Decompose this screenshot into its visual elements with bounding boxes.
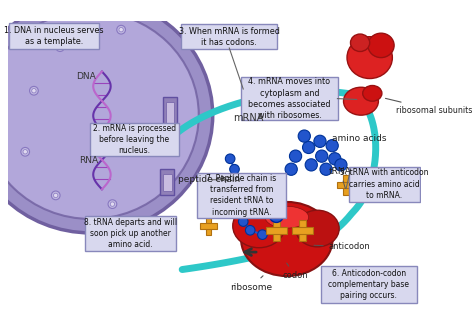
FancyBboxPatch shape <box>85 216 176 251</box>
Bar <box>337 182 356 188</box>
Circle shape <box>302 141 315 154</box>
Circle shape <box>230 164 239 174</box>
Circle shape <box>58 45 62 49</box>
Circle shape <box>285 163 297 175</box>
Text: anticodon: anticodon <box>314 242 371 252</box>
Bar <box>299 220 306 241</box>
Circle shape <box>228 196 237 205</box>
Circle shape <box>117 25 126 34</box>
Circle shape <box>51 191 60 200</box>
Circle shape <box>54 193 58 197</box>
Circle shape <box>234 206 244 216</box>
Circle shape <box>305 159 318 171</box>
Text: tRNA: tRNA <box>328 167 351 188</box>
Bar <box>163 97 177 128</box>
Text: 7. Peptide chain is
transferred from
resident tRNA to
incoming tRNA.: 7. Peptide chain is transferred from res… <box>206 174 277 216</box>
Ellipse shape <box>350 34 370 51</box>
Circle shape <box>326 140 338 152</box>
Text: RNA: RNA <box>79 156 99 165</box>
Text: 6. Anticodon-codon
complementary base
pairing occurs.: 6. Anticodon-codon complementary base pa… <box>328 269 410 300</box>
Circle shape <box>257 230 267 239</box>
Text: 5. tRNA with anticodon
carries amino acid
to mRNA.: 5. tRNA with anticodon carries amino aci… <box>340 169 429 200</box>
Text: DNA: DNA <box>76 72 96 81</box>
Circle shape <box>225 154 235 164</box>
Circle shape <box>314 135 326 147</box>
Circle shape <box>56 43 64 51</box>
Circle shape <box>29 86 38 95</box>
Bar <box>206 217 211 235</box>
FancyBboxPatch shape <box>241 77 338 120</box>
Circle shape <box>230 185 239 195</box>
Circle shape <box>108 200 117 209</box>
Bar <box>343 175 349 195</box>
Bar <box>273 220 280 241</box>
Text: 3. When mRNA is formed
it has codons.: 3. When mRNA is formed it has codons. <box>179 27 280 47</box>
Bar <box>266 227 287 234</box>
Ellipse shape <box>296 210 339 247</box>
Circle shape <box>335 159 347 171</box>
FancyBboxPatch shape <box>349 167 420 201</box>
Bar <box>160 169 174 195</box>
Ellipse shape <box>265 206 309 228</box>
Circle shape <box>316 150 328 162</box>
Ellipse shape <box>241 202 333 276</box>
Text: codon: codon <box>283 263 308 280</box>
Circle shape <box>110 202 115 206</box>
Circle shape <box>23 150 27 154</box>
FancyBboxPatch shape <box>9 23 100 49</box>
Circle shape <box>32 89 36 93</box>
Circle shape <box>320 163 332 175</box>
Text: mRNA: mRNA <box>233 113 263 123</box>
Bar <box>163 174 172 191</box>
Circle shape <box>21 147 29 156</box>
Circle shape <box>290 150 301 162</box>
Circle shape <box>269 209 283 222</box>
Ellipse shape <box>347 37 392 78</box>
Ellipse shape <box>233 204 285 248</box>
Ellipse shape <box>0 0 213 233</box>
Text: 1. DNA in nucleus serves
as a template.: 1. DNA in nucleus serves as a template. <box>4 26 104 46</box>
Circle shape <box>225 175 235 184</box>
Bar <box>200 223 217 229</box>
Circle shape <box>298 130 310 142</box>
FancyBboxPatch shape <box>321 266 417 303</box>
Text: ribosome: ribosome <box>230 276 272 292</box>
Text: peptide chain: peptide chain <box>178 175 240 184</box>
Circle shape <box>119 28 123 32</box>
Circle shape <box>238 217 248 226</box>
Ellipse shape <box>368 33 394 58</box>
Bar <box>165 102 174 123</box>
Text: 4. mRNA moves into
cytoplasm and
becomes associated
with ribosomes.: 4. mRNA moves into cytoplasm and becomes… <box>248 77 331 120</box>
Text: amino acids: amino acids <box>332 134 387 143</box>
Bar <box>292 227 313 234</box>
FancyBboxPatch shape <box>90 123 179 156</box>
Circle shape <box>328 153 341 165</box>
FancyBboxPatch shape <box>197 173 286 218</box>
Text: 8. tRNA departs and will
soon pick up another
amino acid.: 8. tRNA departs and will soon pick up an… <box>84 218 177 249</box>
Text: ribosomal subunits: ribosomal subunits <box>385 98 472 114</box>
Ellipse shape <box>0 11 199 219</box>
Text: 2. mRNA is processed
before leaving the
nucleus.: 2. mRNA is processed before leaving the … <box>92 124 176 155</box>
Ellipse shape <box>344 87 378 115</box>
FancyBboxPatch shape <box>182 25 277 49</box>
Circle shape <box>246 225 255 235</box>
Ellipse shape <box>363 86 382 101</box>
